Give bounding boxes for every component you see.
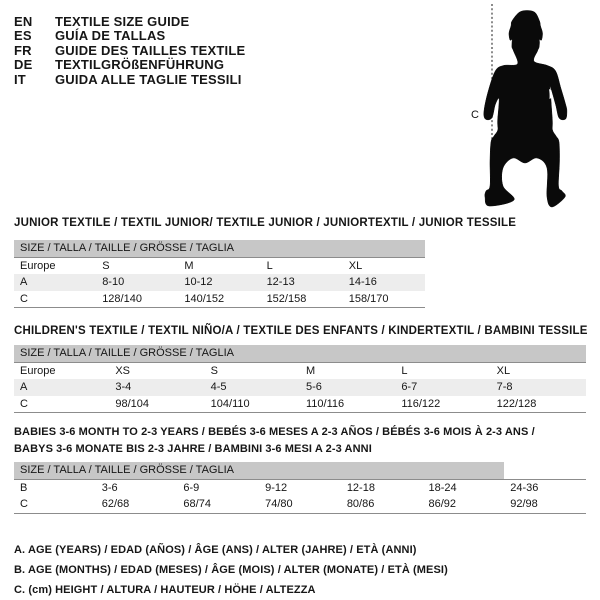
svg-text:C: C — [471, 109, 479, 121]
